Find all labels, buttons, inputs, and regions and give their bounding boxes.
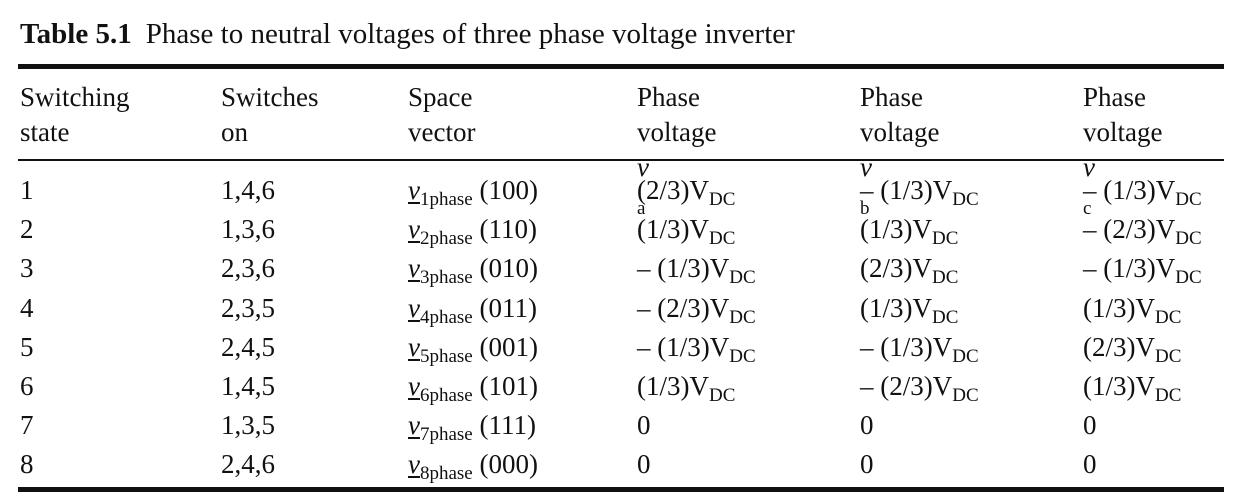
cell-switches-on: 1,4,6 (221, 175, 275, 205)
cell-phase-voltage-b: (2/3)VDC (860, 253, 959, 289)
cell-space-vector: v1phase (100) (408, 175, 538, 210)
cell-space-vector: v3phase (010) (408, 253, 538, 289)
cell-phase-voltage-a: (1/3)VDC (637, 214, 736, 250)
cell-space-vector: v5phase (001) (408, 331, 538, 367)
header-switches-on: Switches on (221, 82, 319, 147)
header-switching-state: Switching state (20, 82, 130, 147)
cell-space-vector: v4phase (011) (408, 292, 537, 328)
cell-space-vector: v2phase (110) (408, 214, 537, 250)
table-row: 1 1,4,6 v1phase (100) (2/3)VDC – (1/3)VDC – (… (0, 174, 1251, 213)
cell-phase-voltage-c: – (1/3)VDC (1083, 253, 1202, 289)
table-bottom-rule (18, 487, 1224, 492)
cell-phase-voltage-c: (2/3)VDC (1083, 331, 1182, 367)
cell-phase-voltage-b: (1/3)VDC (860, 292, 959, 328)
cell-switches-on: 2,4,6 (221, 449, 275, 480)
table-row: 7 1,3,5 v7phase (111) 0 0 0 (0, 409, 1251, 448)
table-number: Table 5.1 (20, 18, 132, 50)
cell-phase-voltage-a: 0 (637, 449, 651, 480)
cell-switching-state: 7 (20, 410, 34, 441)
cell-phase-voltage-c: 0 (1083, 449, 1097, 480)
cell-phase-voltage-a: 0 (637, 410, 651, 441)
cell-phase-voltage-b: 0 (860, 449, 874, 480)
cell-phase-voltage-b: – (1/3)VDC (860, 175, 979, 210)
cell-phase-voltage-b: – (2/3)VDC (860, 371, 979, 406)
cell-phase-voltage-a: (1/3)VDC (637, 371, 736, 406)
table-row: 2 1,3,6 v2phase (110) (1/3)VDC (1/3)VDC – (2/… (0, 213, 1251, 252)
cell-switches-on: 2,3,5 (221, 292, 275, 323)
cell-switches-on: 2,4,5 (221, 331, 275, 362)
cell-space-vector: v6phase (101) (408, 371, 538, 406)
cell-switching-state: 3 (20, 253, 34, 284)
cell-phase-voltage-c: (1/3)VDC (1083, 292, 1182, 328)
cell-phase-voltage-c: – (2/3)VDC (1083, 214, 1202, 250)
cell-switching-state: 6 (20, 371, 34, 401)
cell-phase-voltage-c: 0 (1083, 410, 1097, 441)
cell-phase-voltage-c: (1/3)VDC (1083, 371, 1182, 406)
cell-switching-state: 8 (20, 449, 34, 480)
cell-switches-on: 1,3,6 (221, 214, 275, 245)
header-rule (18, 159, 1224, 161)
cell-phase-voltage-b: (1/3)VDC (860, 214, 959, 250)
cell-phase-voltage-a: – (1/3)VDC (637, 253, 756, 289)
table-top-rule (18, 64, 1224, 69)
table-title: Phase to neutral voltages of three phase… (145, 18, 795, 50)
table-row: 6 1,4,5 v6phase (101) (1/3)VDC – (2/3)VDC (1/… (0, 370, 1251, 409)
header-space-vector: Space vector (408, 82, 476, 147)
cell-switching-state: 1 (20, 175, 34, 205)
cell-space-vector: v7phase (111) (408, 410, 536, 446)
table-row: 8 2,4,6 v8phase (000) 0 0 0 (0, 448, 1251, 487)
cell-phase-voltage-b: 0 (860, 410, 874, 441)
cell-switching-state: 2 (20, 214, 34, 245)
cell-switching-state: 4 (20, 292, 34, 323)
cell-phase-voltage-a: (2/3)VDC (637, 175, 736, 210)
cell-phase-voltage-a: – (1/3)VDC (637, 331, 756, 367)
cell-space-vector: v8phase (000) (408, 449, 538, 485)
cell-phase-voltage-a: – (2/3)VDC (637, 292, 756, 328)
cell-phase-voltage-c: – (1/3)VDC (1083, 175, 1202, 210)
cell-switching-state: 5 (20, 331, 34, 362)
cell-switches-on: 1,4,5 (221, 371, 275, 401)
table-caption: Table 5.1 Phase to neutral voltages of th… (20, 18, 795, 51)
cell-switches-on: 2,3,6 (221, 253, 275, 284)
table-row: 5 2,4,5 v5phase (001) – (1/3)VDC – (1/3)VDC (… (0, 331, 1251, 370)
cell-switches-on: 1,3,5 (221, 410, 275, 441)
table-row: 4 2,3,5 v4phase (011) – (2/3)VDC (1/3)VDC (1/… (0, 292, 1251, 331)
table-row: 3 2,3,6 v3phase (010) – (1/3)VDC (2/3)VDC – (… (0, 252, 1251, 291)
cell-phase-voltage-b: – (1/3)VDC (860, 331, 979, 367)
